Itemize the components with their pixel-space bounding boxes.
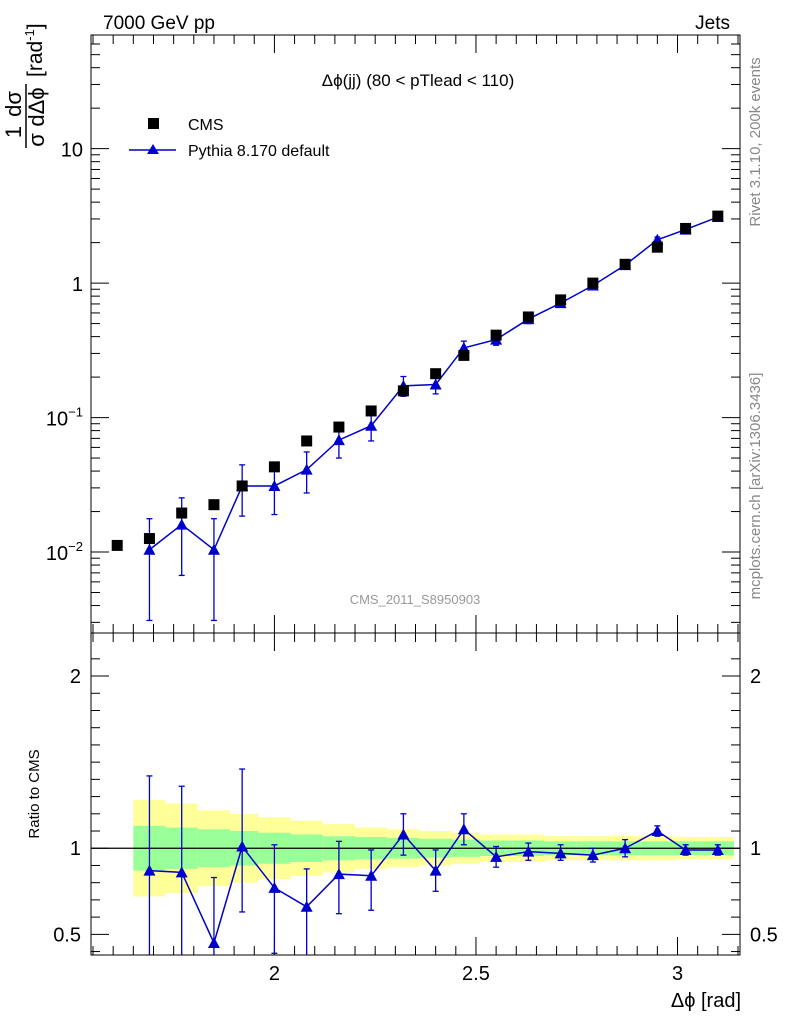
ratio-point (586, 849, 599, 861)
ratio-point (365, 869, 378, 881)
ratio-point (175, 866, 188, 878)
ratio-y-tick-label-right: 2 (750, 666, 761, 688)
pythia-point (268, 479, 281, 491)
ratio-plot-frame (90, 632, 741, 956)
x-tick-label: 3 (672, 963, 683, 985)
ratio-point (522, 845, 535, 857)
cms-point (301, 435, 313, 447)
main-y-tick-label: 10 (61, 140, 83, 162)
x-tick-label: 2.5 (462, 963, 490, 985)
cms-point (365, 405, 377, 417)
x-axis-label: Δϕ [rad] (671, 990, 741, 1012)
ratio-point (429, 864, 442, 876)
legend-pythia-label: Pythia 8.170 default (188, 143, 330, 160)
header-right: Jets (695, 13, 730, 34)
ratio-point (651, 825, 664, 837)
cms-point (651, 241, 663, 253)
ratio-y-axis-label: Ratio to CMS (26, 749, 43, 838)
pythia-series (143, 211, 724, 622)
cms-point (587, 277, 599, 289)
legend-pythia-marker (147, 144, 159, 154)
plot-title: Δϕ(jj) (80 < pTlead < 110) (322, 71, 515, 90)
pythia-point (207, 543, 220, 555)
cms-point (458, 349, 470, 361)
ylabel-sigma: σ (24, 133, 49, 147)
cms-point (111, 539, 123, 551)
cms-point (208, 499, 220, 511)
pythia-point (175, 518, 188, 530)
main-y-axis-label: 1 dσ σ dΔϕ [rad-1] (1, 23, 49, 148)
cms-point (712, 210, 724, 222)
ratio-point (207, 936, 220, 948)
cms-series (111, 210, 724, 551)
ratio-y-tick-label: 0.5 (53, 924, 81, 946)
ratio-point (457, 823, 470, 835)
cms-point (397, 385, 409, 397)
cms-point (143, 533, 155, 545)
ratio-y-tick-label: 1 (70, 838, 81, 860)
ratio-point (490, 850, 503, 862)
ratio-point (397, 828, 410, 840)
pythia-point (429, 378, 442, 390)
cms-point (680, 222, 692, 234)
ratio-y-tick-label-right: 1 (750, 838, 761, 860)
ratio-pythia-series (143, 768, 724, 955)
ratio-point (619, 842, 632, 854)
x-tick-label: 2 (269, 963, 280, 985)
main-x-ticks (92, 35, 739, 633)
ratio-point (679, 843, 692, 855)
ratio-point (300, 900, 313, 912)
ylabel-unit: [rad-1] (22, 23, 47, 77)
ratio-y-tick-label: 2 (70, 666, 81, 688)
legend: CMS Pythia 8.170 default (129, 117, 330, 160)
main-y-tick-label: 1 (72, 274, 83, 296)
main-y-tick-label: 10−1 (46, 405, 83, 431)
main-plot: 10−2 10−1 1 10 (46, 34, 741, 634)
analysis-watermark: CMS_2011_S8950903 (350, 592, 481, 607)
cms-point (522, 311, 534, 323)
ratio-point (143, 864, 156, 876)
cms-point (555, 294, 567, 306)
pythia-point (300, 463, 313, 475)
ratio-point (711, 843, 724, 855)
pythia-point (365, 419, 378, 431)
ylabel-ddphi: dΔϕ (24, 87, 49, 126)
main-y-ticks: 10−2 10−1 1 10 (46, 34, 740, 623)
cms-point (176, 507, 188, 519)
mcplots-label: mcplots.cern.ch [arXiv:1306.3436] (747, 373, 764, 600)
cms-point (490, 329, 502, 341)
ratio-x-ticks: 2 2.5 3 (92, 633, 739, 985)
ratio-point (554, 847, 567, 859)
legend-cms-label: CMS (188, 117, 224, 134)
ratio-point (268, 881, 281, 893)
ratio-point (236, 840, 249, 852)
cms-point (236, 480, 248, 492)
ylabel-dsigma: dσ (1, 91, 26, 117)
cms-point (268, 461, 280, 473)
rivet-label: Rivet 3.1.10, 200k events (747, 57, 764, 226)
pythia-point (332, 434, 345, 446)
cms-point (430, 368, 442, 380)
cms-point (619, 258, 631, 270)
ylabel-one: 1 (1, 126, 26, 138)
header-left: 7000 GeV pp (103, 13, 215, 34)
ratio-y-tick-label-right: 0.5 (750, 924, 778, 946)
ratio-plot: 0.5 0.51 12 2 2 2.5 3 (53, 632, 778, 985)
main-y-tick-label: 10−2 (46, 539, 83, 565)
cms-point (333, 421, 345, 433)
pythia-point (143, 543, 156, 555)
ratio-point (332, 868, 345, 880)
legend-cms-marker (148, 118, 159, 129)
